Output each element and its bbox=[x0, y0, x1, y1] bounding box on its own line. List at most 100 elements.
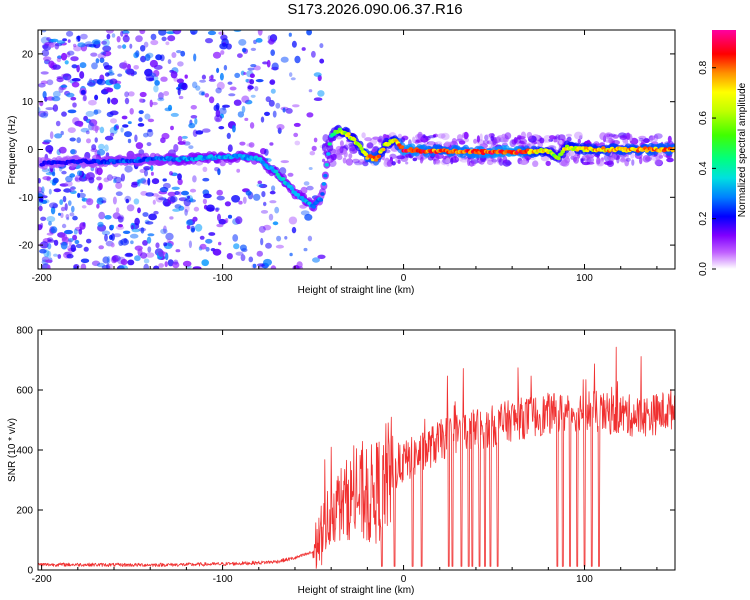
spectrogram-noise-blob bbox=[158, 92, 164, 100]
spectrogram-noise-blob bbox=[70, 186, 76, 190]
spectrogram-noise-blob bbox=[177, 61, 184, 67]
spectrogram-y-tick-label: 0 bbox=[27, 145, 33, 156]
spectrogram-noise-blob bbox=[306, 185, 314, 191]
spectrogram-noise-blob bbox=[181, 82, 188, 91]
spectrogram-noise-blob bbox=[153, 265, 160, 269]
spectrogram-noise-blob bbox=[165, 232, 174, 241]
spectrogram-noise-blob bbox=[486, 140, 493, 145]
spectrogram-noise-blob bbox=[109, 66, 113, 74]
spectrogram-noise-blob bbox=[110, 233, 115, 241]
spectrogram-noise-blob bbox=[271, 62, 279, 71]
spectrogram-noise-blob bbox=[170, 125, 174, 131]
spectrogram-x-tick-label: -200 bbox=[32, 273, 52, 284]
spectrogram-noise-blob bbox=[202, 128, 211, 133]
spectrogram-noise-blob bbox=[107, 97, 111, 104]
spectrogram-noise-blob bbox=[163, 91, 170, 96]
spectrogram-noise-blob bbox=[145, 252, 155, 258]
spectrogram-noise-blob bbox=[91, 260, 101, 267]
spectrogram-noise-blob bbox=[177, 178, 183, 186]
spectrogram-noise-blob bbox=[59, 199, 64, 206]
spectrogram-noise-blob bbox=[69, 212, 75, 217]
spectrogram-noise-blob bbox=[91, 125, 100, 131]
spectrogram-noise-blob bbox=[57, 254, 62, 259]
spectrogram-noise-blob bbox=[83, 94, 87, 102]
spectrogram-noise-blob bbox=[256, 183, 264, 188]
spectrogram-noise-blob bbox=[264, 148, 269, 156]
spectrogram-noise-blob bbox=[322, 134, 330, 143]
spectrogram-noise-blob bbox=[85, 130, 90, 135]
spectrogram-noise-blob bbox=[41, 186, 45, 194]
spectrogram-noise-blob bbox=[121, 115, 128, 120]
spectrogram-noise-blob bbox=[147, 246, 152, 253]
spectrogram-noise-blob bbox=[170, 71, 178, 79]
spectrogram-noise-blob bbox=[70, 244, 77, 253]
spectrogram-noise-blob bbox=[545, 160, 551, 167]
spectrogram-noise-blob bbox=[263, 224, 272, 231]
spectrogram-noise-blob bbox=[201, 259, 209, 267]
spectrogram-noise-blob bbox=[608, 137, 614, 144]
spectrogram-noise-blob bbox=[69, 190, 77, 195]
spectrogram-noise-blob bbox=[52, 171, 56, 177]
spectrogram-noise-blob bbox=[61, 73, 70, 77]
spectrogram-noise-blob bbox=[139, 91, 147, 98]
spectrogram-noise-blob bbox=[127, 259, 135, 266]
spectrogram-noise-blob bbox=[548, 138, 553, 142]
spectrogram-noise-blob bbox=[243, 72, 247, 75]
spectrogram-noise-blob bbox=[110, 132, 115, 137]
spectrogram-noise-blob bbox=[120, 238, 129, 246]
spectrogram-noise-blob bbox=[95, 58, 100, 64]
spectrogram-noise-blob bbox=[80, 33, 88, 40]
spectrogram-noise-blob bbox=[54, 133, 63, 139]
spectrogram-noise-blob bbox=[309, 151, 316, 156]
spectrogram-noise-blob bbox=[185, 219, 193, 226]
spectrogram-noise-blob bbox=[124, 253, 134, 258]
spectrogram-noise-blob bbox=[264, 111, 270, 116]
spectrogram-noise-blob bbox=[38, 110, 46, 118]
spectrogram-noise-blob bbox=[41, 30, 47, 33]
spectrogram-noise-blob bbox=[97, 53, 107, 59]
spectrogram-noise-blob bbox=[271, 185, 276, 192]
spectrogram-noise-blob bbox=[176, 78, 184, 84]
spectrogram-noise-blob bbox=[193, 53, 197, 62]
spectrogram-noise-blob bbox=[98, 211, 106, 220]
spectrogram-noise-blob bbox=[516, 134, 522, 141]
spectrogram-noise-blob bbox=[473, 138, 478, 144]
spectrogram-noise-blob bbox=[115, 207, 120, 214]
spectrogram-noise-blob bbox=[96, 149, 106, 156]
spectrogram-noise-blob bbox=[110, 242, 115, 248]
spectrogram-noise-blob bbox=[61, 223, 67, 229]
spectrogram-noise-blob bbox=[269, 190, 276, 195]
spectrogram-noise-blob bbox=[104, 233, 108, 242]
spectrogram-noise-blob bbox=[46, 216, 56, 223]
spectrogram-noise-blob bbox=[171, 52, 177, 58]
spectrogram-noise-blob bbox=[249, 79, 255, 85]
spectrogram-noise-blob bbox=[42, 91, 47, 99]
spectrogram-noise-blob bbox=[275, 244, 284, 249]
spectrogram-noise-blob bbox=[106, 33, 111, 40]
spectrogram-noise-blob bbox=[155, 242, 160, 249]
colorbar: 0.0 0.2 0.4 0.6 0.8 Normalized spectral ampl… bbox=[698, 30, 748, 276]
spectrogram-noise-blob bbox=[612, 153, 617, 161]
spectrogram-noise-blob bbox=[50, 38, 59, 43]
spectrogram-noise-blob bbox=[526, 131, 533, 139]
spectrogram-noise-blob bbox=[140, 252, 148, 259]
spectrogram-noise-blob bbox=[85, 172, 95, 181]
spectrogram-noise-blob bbox=[178, 191, 182, 196]
spectrogram-noise-blob bbox=[110, 118, 117, 124]
spectrogram-noise-blob bbox=[117, 73, 123, 77]
spectrogram-noise-blob bbox=[167, 59, 172, 65]
spectrogram-noise-blob bbox=[119, 264, 128, 269]
spectrogram-noise-blob bbox=[67, 109, 77, 114]
spectrogram-ridge bbox=[38, 124, 675, 212]
spectrogram-noise-blob bbox=[153, 210, 159, 215]
spectrogram-noise-blob bbox=[90, 148, 98, 153]
spectrogram-ridge-point bbox=[352, 137, 357, 142]
spectrogram-noise-blob bbox=[79, 222, 86, 230]
spectrogram-noise-blob bbox=[366, 142, 374, 149]
spectrogram-noise-blob bbox=[139, 30, 146, 35]
spectrogram-noise-blob bbox=[427, 135, 436, 139]
spectrogram-noise-blob bbox=[553, 139, 558, 143]
spectrogram-noise-blob bbox=[98, 245, 104, 250]
snr-y-axis-label: SNR (10 * v/v) bbox=[7, 418, 18, 482]
